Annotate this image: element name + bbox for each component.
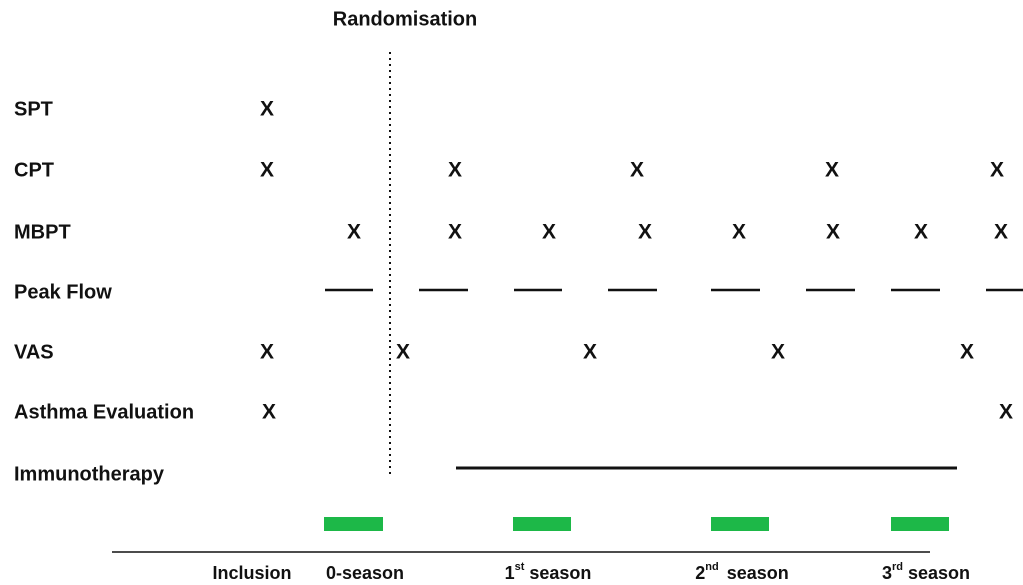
season-bar (513, 517, 571, 531)
mark: X (262, 401, 276, 424)
ordinal-suffix: rd (892, 561, 903, 573)
row-label: Immunotherapy (14, 463, 165, 485)
row-label: Peak Flow (14, 281, 112, 303)
mark: X (999, 401, 1013, 424)
mark: X (448, 221, 462, 244)
timeline-label: 3rd season (882, 561, 970, 583)
season-word: season (908, 563, 970, 583)
mark: X (638, 221, 652, 244)
season-bar (324, 517, 383, 531)
row-label: MBPT (14, 221, 71, 243)
ordinal: 1 (505, 563, 515, 583)
timeline-label: 2nd season (695, 561, 789, 583)
mark: X (260, 98, 274, 121)
mark: X (914, 221, 928, 244)
ordinal: 2 (695, 563, 705, 583)
season-word: season (727, 563, 789, 583)
timeline-label: Inclusion (212, 563, 291, 583)
ordinal-suffix: nd (705, 561, 718, 573)
mark: X (826, 221, 840, 244)
title: Randomisation (333, 8, 477, 30)
mark: X (994, 221, 1008, 244)
mark: X (960, 341, 974, 364)
season-bar (891, 517, 949, 531)
mark: X (583, 341, 597, 364)
mark: X (542, 221, 556, 244)
mark: X (990, 159, 1004, 182)
row-label: CPT (14, 159, 54, 181)
mark: X (825, 159, 839, 182)
row-label: SPT (14, 98, 53, 120)
season-word: season (529, 563, 591, 583)
row-label: Asthma Evaluation (14, 401, 194, 423)
mark: X (260, 159, 274, 182)
timeline-label: 1st season (505, 561, 592, 583)
mark: X (732, 221, 746, 244)
season-bar (711, 517, 769, 531)
mark: X (396, 341, 410, 364)
mark: X (771, 341, 785, 364)
mark: X (630, 159, 644, 182)
ordinal: 3 (882, 563, 892, 583)
mark: X (448, 159, 462, 182)
row-label: VAS (14, 341, 54, 363)
mark: X (347, 221, 361, 244)
ordinal-suffix: st (515, 561, 525, 573)
timeline-label: 0-season (326, 563, 404, 583)
mark: X (260, 341, 274, 364)
